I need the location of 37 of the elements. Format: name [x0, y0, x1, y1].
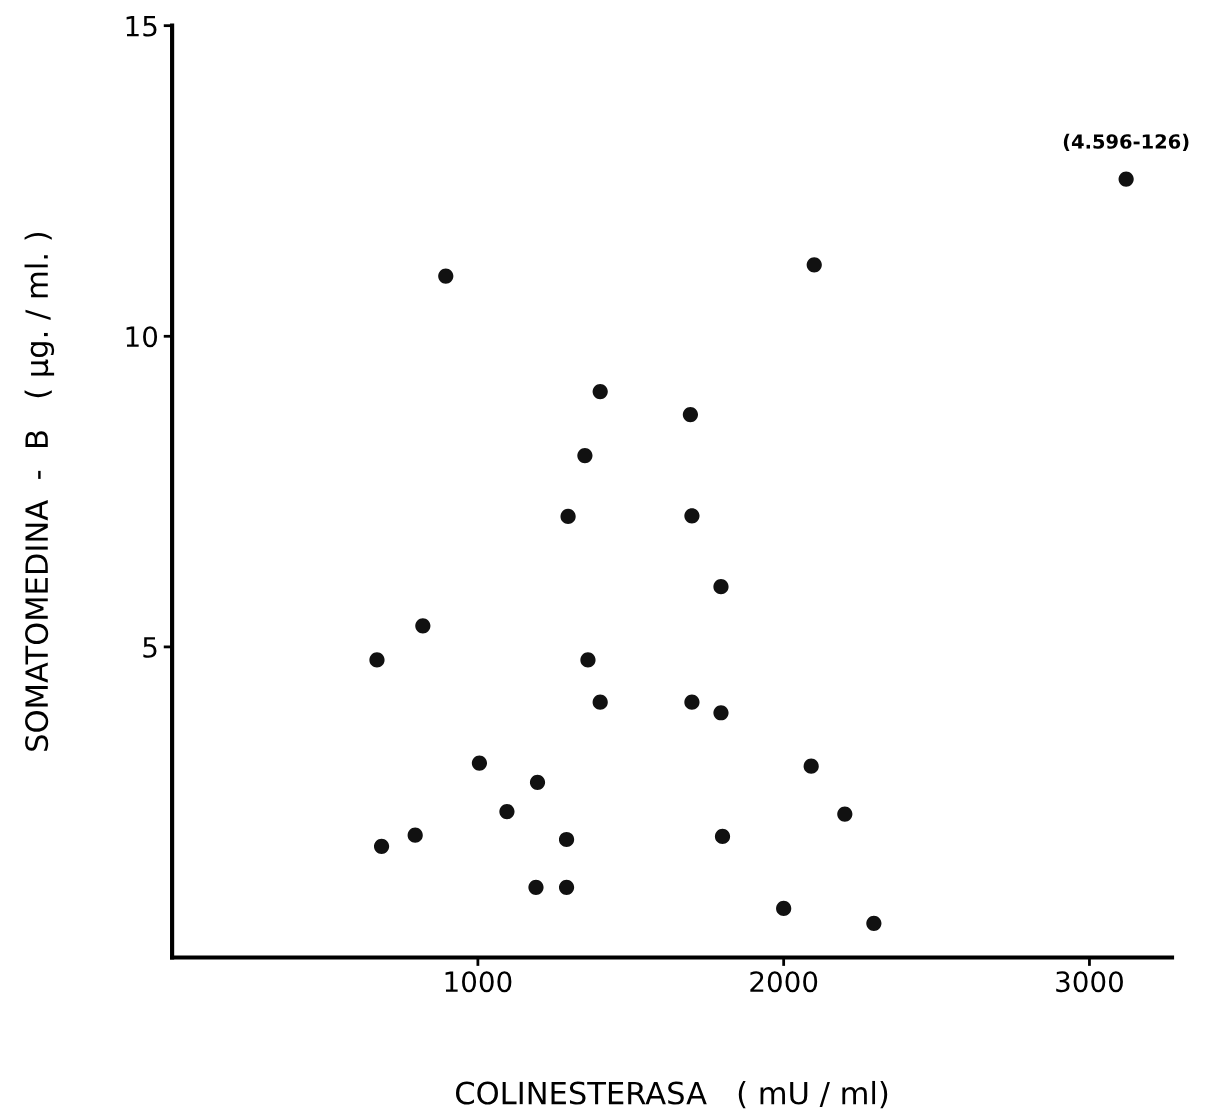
point	[713, 705, 729, 721]
point	[713, 579, 729, 595]
point	[592, 383, 608, 400]
point	[558, 879, 575, 895]
point	[714, 828, 731, 844]
point	[803, 758, 819, 774]
point	[438, 268, 454, 284]
point	[684, 694, 700, 710]
point	[560, 508, 576, 525]
point	[529, 774, 546, 790]
point	[471, 755, 488, 771]
point	[580, 652, 596, 668]
point	[407, 827, 423, 843]
y-tick-label: 15	[126, 15, 157, 37]
y-axis-title: SOMATOMEDINA - B ( µg. / ml. )	[24, 232, 55, 751]
point	[684, 508, 700, 524]
point	[415, 618, 431, 634]
point	[776, 900, 792, 917]
point	[373, 838, 390, 854]
y-tick-label: 5	[143, 637, 157, 658]
annotation: (4.596-126)	[1063, 133, 1189, 152]
x-tick-label: 2000	[750, 971, 818, 993]
point	[806, 257, 822, 273]
point	[577, 447, 593, 464]
point	[682, 406, 699, 423]
point	[499, 803, 515, 820]
x-tick-label: 1000	[445, 971, 512, 993]
point	[528, 879, 544, 895]
point	[592, 694, 608, 710]
y-tick-label: 10	[126, 326, 158, 348]
x-axis-title: COLINESTERASA ( mU / ml)	[456, 1080, 888, 1109]
point	[866, 915, 882, 931]
x-tick-label: 3000	[1056, 971, 1123, 993]
point	[1118, 171, 1134, 187]
point	[558, 831, 575, 848]
point	[369, 652, 385, 668]
point	[837, 806, 853, 822]
